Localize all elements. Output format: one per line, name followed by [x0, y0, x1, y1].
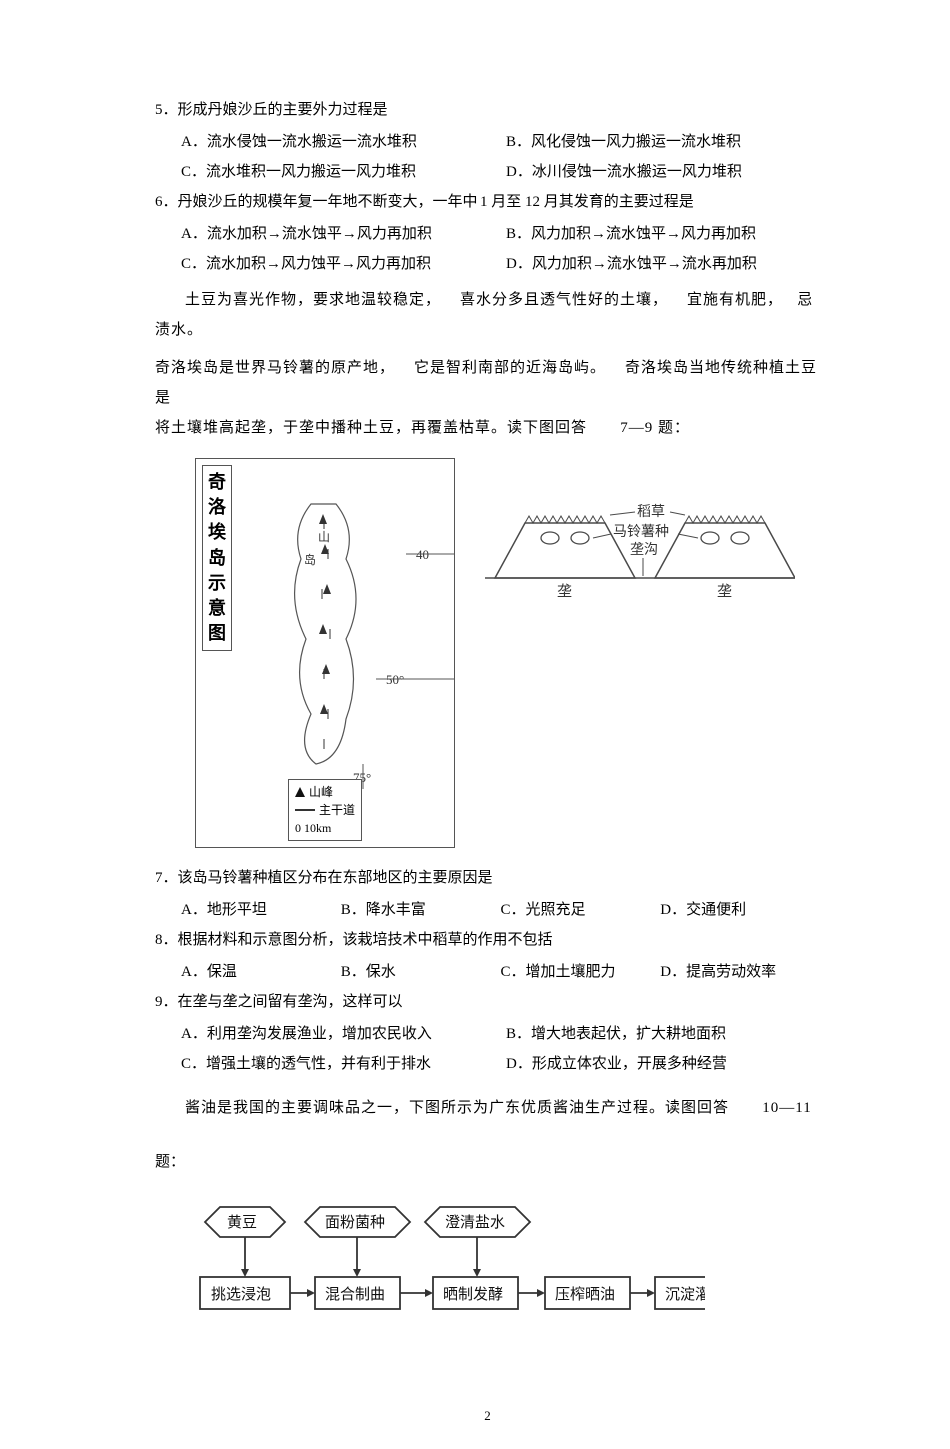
svg-text:挑选浸泡: 挑选浸泡: [211, 1286, 271, 1303]
svg-text:垄沟: 垄沟: [630, 542, 658, 558]
q8-optA: A．保温: [181, 957, 341, 987]
legend-scale: 0 10km: [295, 819, 355, 837]
legend-road-label: 主干道: [319, 801, 355, 819]
q9-text: 9．在垄与垄之间留有垄沟，这样可以: [155, 987, 820, 1017]
svg-text:晒制发酵: 晒制发酵: [443, 1286, 503, 1303]
svg-text:沉淀灌装: 沉淀灌装: [665, 1286, 705, 1303]
flow-svg: 黄豆 面粉菌种 澄清盐水 挑选浸泡 混合制曲 晒制发酵 压榨晒油 沉淀灌装: [185, 1197, 705, 1337]
passage2: 酱油是我国的主要调味品之一，下图所示为广东优质酱油生产过程。读图回答 10—11: [155, 1093, 820, 1123]
svg-text:马铃薯种: 马铃薯种: [613, 524, 669, 540]
svg-text:垄: 垄: [717, 583, 732, 600]
q9-row1: A．利用垄沟发展渔业，增加农民收入 B．增大地表起伏，扩大耕地面积: [181, 1019, 820, 1049]
peak-icon: [295, 787, 305, 797]
legend-road: 主干道: [295, 801, 355, 819]
q7-text: 7．该岛马铃薯种植区分布在东部地区的主要原因是: [155, 863, 820, 893]
q6-optB: B．风力加积→流水蚀平→风力再加积: [506, 219, 756, 249]
p1c: 宜施有机肥，: [687, 292, 783, 308]
svg-text:混合制曲: 混合制曲: [325, 1286, 385, 1303]
q5-text: 5．形成丹娘沙丘的主要外力过程是: [155, 95, 820, 125]
q8-optC: C．增加土壤肥力: [501, 957, 661, 987]
p1e: 奇洛埃岛是世界马铃薯的原产地，: [155, 360, 395, 376]
q6-text: 6．丹娘沙丘的规模年复一年地不断变大，一年中 1 月至 12 月其发育的主要过程…: [155, 187, 820, 217]
q6-optD: D．风力加积→流水蚀平→流水再加积: [506, 249, 757, 279]
q6-row1: A．流水加积→流水蚀平→风力再加积 B．风力加积→流水蚀平→风力再加积: [181, 219, 820, 249]
q6-row2: C．流水加积→风力蚀平→风力再加积 D．风力加积→流水蚀平→流水再加积: [181, 249, 820, 279]
p1i: 7—9 题：: [620, 420, 690, 436]
passage1-line3: 将土壤堆高起垄，于垄中播种土豆，再覆盖枯草。读下图回答 7—9 题：: [155, 413, 820, 443]
legend-peak: 山峰: [295, 783, 355, 801]
figure-area: 奇 洛 埃 岛 示 意 图 山 岛 40 50° 75°: [195, 458, 820, 848]
p1a: 土豆为喜光作物，要求地温较稳定，: [185, 292, 441, 308]
q6-optC: C．流水加积→风力蚀平→风力再加积: [181, 249, 506, 279]
q9-optA: A．利用垄沟发展渔业，增加农民收入: [181, 1019, 506, 1049]
p1f: 它是智利南部的近海岛屿。: [414, 360, 606, 376]
map-legend: 山峰 主干道 0 10km: [288, 779, 362, 841]
q7-optD: D．交通便利: [660, 895, 820, 925]
svg-text:垄: 垄: [557, 583, 572, 600]
q9-optD: D．形成立体农业，开展多种经营: [506, 1049, 727, 1079]
q5-row1: A．流水侵蚀一流水搬运一流水堆积 B．风化侵蚀一风力搬运一流水堆积: [181, 127, 820, 157]
q7-optB: B．降水丰富: [341, 895, 501, 925]
passage2-line2: 题：: [155, 1147, 820, 1177]
q9-optC: C．增强土壤的透气性，并有利于排水: [181, 1049, 506, 1079]
q9-row2: C．增强土壤的透气性，并有利于排水 D．形成立体农业，开展多种经营: [181, 1049, 820, 1079]
q5-optB: B．风化侵蚀一风力搬运一流水堆积: [506, 127, 741, 157]
q6-text-b: 1 月至 12 月其发育的主要过程是: [480, 187, 694, 217]
q5-optD: D．冰川侵蚀一流水搬运一风力堆积: [506, 157, 742, 187]
q6-text-a: 6．丹娘沙丘的规模年复一年地不断变大，一年中: [155, 187, 480, 217]
svg-text:黄豆: 黄豆: [227, 1214, 257, 1231]
p1h: 将土壤堆高起垄，于垄中播种土豆，再覆盖枯草。读下图回答: [155, 420, 587, 436]
q8-optB: B．保水: [341, 957, 501, 987]
p2b: 10—11: [762, 1100, 811, 1116]
passage1: 土豆为喜光作物，要求地温较稳定， 喜水分多且透气性好的土壤， 宜施有机肥， 忌渍…: [155, 285, 820, 345]
q8-optD: D．提高劳动效率: [660, 957, 820, 987]
q5-row2: C．流水堆积一风力搬运一风力堆积 D．冰川侵蚀一流水搬运一风力堆积: [181, 157, 820, 187]
passage1-line2: 奇洛埃岛是世界马铃薯的原产地， 它是智利南部的近海岛屿。 奇洛埃岛当地传统种植土…: [155, 353, 820, 413]
q6-optA: A．流水加积→流水蚀平→风力再加积: [181, 219, 506, 249]
q7-opts: A．地形平坦 B．降水丰富 C．光照充足 D．交通便利: [181, 895, 820, 925]
p2a: 酱油是我国的主要调味品之一，下图所示为广东优质酱油生产过程。读图回答: [185, 1100, 729, 1116]
ridge-diagram-box: 稻草 马铃薯种 垄沟 垄 垄: [485, 488, 785, 619]
svg-text:面粉菌种: 面粉菌种: [325, 1214, 385, 1231]
page-number: 2: [155, 1403, 820, 1429]
p2c: 题：: [155, 1154, 185, 1170]
q7-optC: C．光照充足: [501, 895, 661, 925]
svg-text:山: 山: [318, 530, 330, 544]
map-box: 奇 洛 埃 岛 示 意 图 山 岛 40 50° 75°: [195, 458, 455, 848]
q9-optB: B．增大地表起伏，扩大耕地面积: [506, 1019, 726, 1049]
q8-text: 8．根据材料和示意图分析，该栽培技术中稻草的作用不包括: [155, 925, 820, 955]
q5-optC: C．流水堆积一风力搬运一风力堆积: [181, 157, 506, 187]
flowchart: 黄豆 面粉菌种 澄清盐水 挑选浸泡 混合制曲 晒制发酵 压榨晒油 沉淀灌装: [185, 1197, 820, 1348]
svg-text:岛: 岛: [304, 552, 316, 567]
ridge-diagram: 稻草 马铃薯种 垄沟 垄 垄: [485, 488, 795, 608]
legend-scale-label: 0 10km: [295, 819, 331, 837]
q7-optA: A．地形平坦: [181, 895, 341, 925]
svg-text:澄清盐水: 澄清盐水: [445, 1214, 505, 1231]
q5-optA: A．流水侵蚀一流水搬运一流水堆积: [181, 127, 506, 157]
p1b: 喜水分多且透气性好的土壤，: [460, 292, 668, 308]
legend-peak-label: 山峰: [309, 783, 333, 801]
q8-opts: A．保温 B．保水 C．增加土壤肥力 D．提高劳动效率: [181, 957, 820, 987]
svg-text:压榨晒油: 压榨晒油: [555, 1285, 615, 1303]
svg-text:稻草: 稻草: [637, 504, 665, 520]
road-icon: [295, 809, 315, 811]
